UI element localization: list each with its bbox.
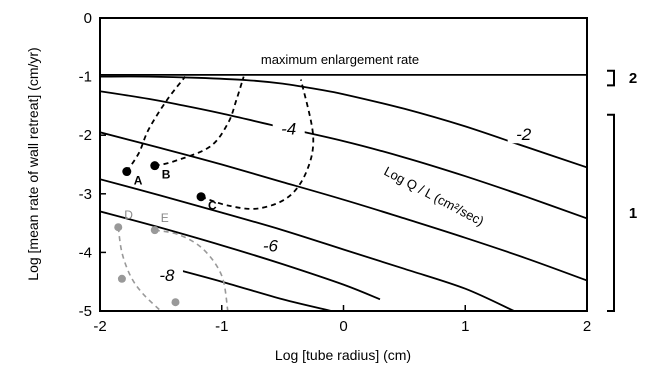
curve-label-bg (150, 263, 183, 284)
flux-curve-6 (160, 264, 332, 311)
x-tick-label: -2 (93, 318, 106, 335)
point-label-grey: D (124, 208, 133, 222)
curve-label-bg (254, 234, 287, 255)
y-tick-label: 0 (84, 10, 92, 27)
point-label: B (162, 168, 171, 182)
x-tick-label: 2 (583, 318, 591, 335)
bracket-label: 1 (629, 205, 637, 222)
ticks-layer: -2 -1 0 1 2 0 -1 -2 -3 -4 -5 (79, 10, 592, 335)
curve-label: -2 (516, 125, 532, 144)
x-tick-label: -1 (215, 318, 228, 335)
point-label: A (134, 174, 143, 188)
flux-curve-2 (100, 90, 587, 220)
y-tick-label: -2 (79, 127, 92, 144)
data-point-grey (117, 274, 126, 283)
x-tick-label: 0 (339, 318, 347, 335)
y-tick-label: -1 (79, 69, 92, 86)
trajectory-path (200, 79, 315, 210)
point-label-grey: E (161, 211, 169, 225)
curve-label-bg (507, 123, 540, 144)
data-point (122, 167, 132, 177)
y-tick-label: -5 (79, 303, 92, 320)
curve-label: -8 (159, 266, 175, 285)
point-label: C (208, 199, 217, 213)
data-point (196, 192, 206, 202)
flux-curve-3 (100, 131, 587, 282)
x-tick-label: 1 (461, 318, 469, 335)
bracket-label: 2 (629, 70, 637, 87)
curve-label: -6 (263, 237, 279, 256)
y-axis-title: Log [mean rate of wall retreat] (cm/yr) (25, 47, 41, 280)
brackets-layer: 21 (607, 69, 637, 312)
trajectory-path (126, 76, 186, 172)
data-point-grey (171, 298, 180, 307)
y-tick-label: -3 (79, 186, 92, 203)
flux-curve-5 (100, 210, 381, 301)
bracket (607, 69, 615, 87)
curve-label-bg (272, 117, 305, 138)
bracket (607, 113, 615, 312)
y-tick-label: -4 (79, 244, 92, 261)
points-layer: A B C D E (114, 161, 217, 307)
curve-label: -4 (281, 119, 296, 138)
data-point-grey (114, 223, 123, 232)
flux-curve-4 (100, 178, 515, 311)
data-point (150, 161, 160, 171)
data-point-grey (150, 226, 159, 235)
x-axis-title: Log [tube radius] (cm) (275, 347, 411, 363)
curves-layer: -2 -4 -6 -8 (100, 73, 587, 311)
paths-layer (117, 76, 315, 311)
trajectory-path (154, 76, 245, 167)
max-rate-annotation: maximum enlargement rate (261, 52, 419, 67)
